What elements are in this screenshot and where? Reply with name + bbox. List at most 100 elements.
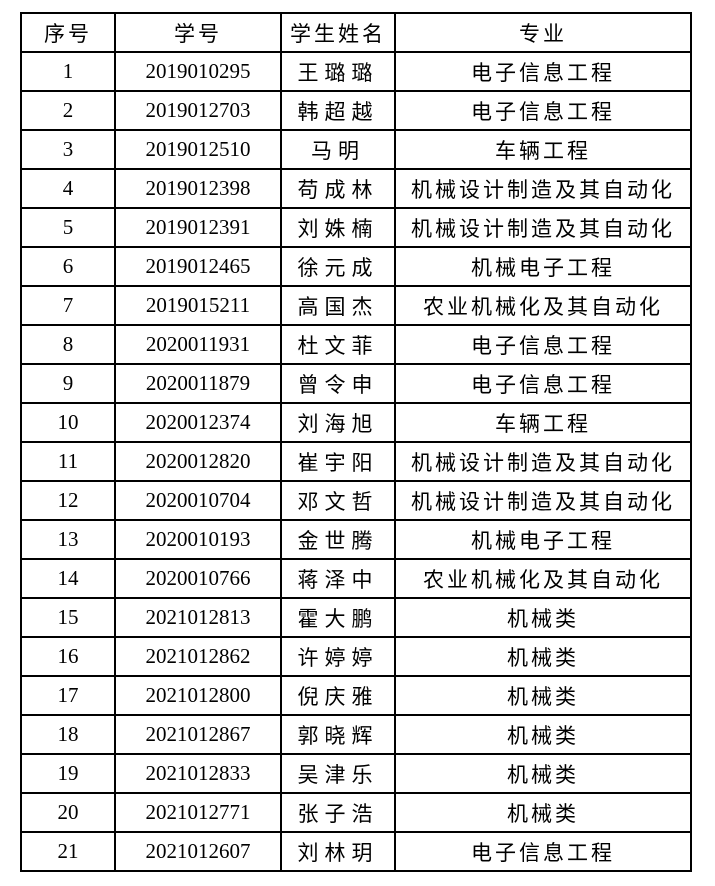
student-id-cell: 2019012703 <box>114 90 282 131</box>
major-cell: 车辆工程 <box>394 129 692 170</box>
student-name-cell: 高国杰 <box>280 285 396 326</box>
student-name-cell: 郭晓辉 <box>280 714 396 755</box>
row-index-cell: 9 <box>20 363 116 404</box>
row-index-cell: 1 <box>20 51 116 92</box>
student-name-cell: 杜文菲 <box>280 324 396 365</box>
table-row: 11 2020012820 崔宇阳 机械设计制造及其自动化 <box>20 441 692 482</box>
major-cell: 机械设计制造及其自动化 <box>394 480 692 521</box>
row-index-cell: 21 <box>20 831 116 872</box>
student-name-cell: 王璐璐 <box>280 51 396 92</box>
student-id-cell: 2019012510 <box>114 129 282 170</box>
student-id-cell: 2019015211 <box>114 285 282 326</box>
student-id-cell: 2020010193 <box>114 519 282 560</box>
row-index-cell: 20 <box>20 792 116 833</box>
student-name-cell: 马明 <box>280 129 396 170</box>
row-index-cell: 8 <box>20 324 116 365</box>
student-name-cell: 金世腾 <box>280 519 396 560</box>
student-roster-table: 序号 学号 学生姓名 专业 1 2019010295 王璐璐 电子信息工程 2 … <box>20 12 692 872</box>
row-index-cell: 3 <box>20 129 116 170</box>
table-row: 20 2021012771 张子浩 机械类 <box>20 792 692 833</box>
row-index-cell: 6 <box>20 246 116 287</box>
table-row: 14 2020010766 蒋泽中 农业机械化及其自动化 <box>20 558 692 599</box>
student-name-cell: 徐元成 <box>280 246 396 287</box>
row-index-cell: 5 <box>20 207 116 248</box>
student-id-cell: 2019010295 <box>114 51 282 92</box>
student-name-cell: 许婷婷 <box>280 636 396 677</box>
student-name-cell: 崔宇阳 <box>280 441 396 482</box>
major-cell: 机械类 <box>394 714 692 755</box>
table-row: 5 2019012391 刘姝楠 机械设计制造及其自动化 <box>20 207 692 248</box>
table-row: 13 2020010193 金世腾 机械电子工程 <box>20 519 692 560</box>
header-cell-student-id: 学号 <box>114 12 282 53</box>
major-cell: 电子信息工程 <box>394 831 692 872</box>
row-index-cell: 18 <box>20 714 116 755</box>
student-id-cell: 2019012398 <box>114 168 282 209</box>
table-row: 21 2021012607 刘林玥 电子信息工程 <box>20 831 692 872</box>
major-cell: 机械类 <box>394 753 692 794</box>
student-id-cell: 2021012607 <box>114 831 282 872</box>
major-cell: 机械设计制造及其自动化 <box>394 168 692 209</box>
student-name-cell: 刘林玥 <box>280 831 396 872</box>
student-name-cell: 刘姝楠 <box>280 207 396 248</box>
student-id-cell: 2020012374 <box>114 402 282 443</box>
row-index-cell: 14 <box>20 558 116 599</box>
student-id-cell: 2020011879 <box>114 363 282 404</box>
major-cell: 机械类 <box>394 597 692 638</box>
student-name-cell: 邓文哲 <box>280 480 396 521</box>
major-cell: 机械电子工程 <box>394 246 692 287</box>
table-row: 16 2021012862 许婷婷 机械类 <box>20 636 692 677</box>
student-name-cell: 倪庆雅 <box>280 675 396 716</box>
header-row: 序号 学号 学生姓名 专业 <box>20 12 692 53</box>
student-name-cell: 曾令申 <box>280 363 396 404</box>
student-id-cell: 2019012465 <box>114 246 282 287</box>
student-name-cell: 苟成林 <box>280 168 396 209</box>
major-cell: 电子信息工程 <box>394 51 692 92</box>
student-id-cell: 2021012833 <box>114 753 282 794</box>
major-cell: 农业机械化及其自动化 <box>394 558 692 599</box>
row-index-cell: 7 <box>20 285 116 326</box>
table-body: 1 2019010295 王璐璐 电子信息工程 2 2019012703 韩超越… <box>20 51 692 872</box>
student-id-cell: 2021012862 <box>114 636 282 677</box>
row-index-cell: 10 <box>20 402 116 443</box>
student-id-cell: 2020012820 <box>114 441 282 482</box>
row-index-cell: 19 <box>20 753 116 794</box>
major-cell: 机械类 <box>394 792 692 833</box>
student-id-cell: 2020010704 <box>114 480 282 521</box>
major-cell: 机械设计制造及其自动化 <box>394 207 692 248</box>
table-row: 7 2019015211 高国杰 农业机械化及其自动化 <box>20 285 692 326</box>
table-row: 15 2021012813 霍大鹏 机械类 <box>20 597 692 638</box>
header-cell-index: 序号 <box>20 12 116 53</box>
student-id-cell: 2021012800 <box>114 675 282 716</box>
student-name-cell: 刘海旭 <box>280 402 396 443</box>
major-cell: 电子信息工程 <box>394 324 692 365</box>
table-row: 17 2021012800 倪庆雅 机械类 <box>20 675 692 716</box>
row-index-cell: 2 <box>20 90 116 131</box>
row-index-cell: 16 <box>20 636 116 677</box>
major-cell: 机械类 <box>394 636 692 677</box>
table-row: 9 2020011879 曾令申 电子信息工程 <box>20 363 692 404</box>
row-index-cell: 17 <box>20 675 116 716</box>
major-cell: 农业机械化及其自动化 <box>394 285 692 326</box>
table-row: 6 2019012465 徐元成 机械电子工程 <box>20 246 692 287</box>
row-index-cell: 13 <box>20 519 116 560</box>
row-index-cell: 15 <box>20 597 116 638</box>
row-index-cell: 4 <box>20 168 116 209</box>
table-row: 1 2019010295 王璐璐 电子信息工程 <box>20 51 692 92</box>
major-cell: 车辆工程 <box>394 402 692 443</box>
table-row: 18 2021012867 郭晓辉 机械类 <box>20 714 692 755</box>
student-name-cell: 吴津乐 <box>280 753 396 794</box>
student-name-cell: 蒋泽中 <box>280 558 396 599</box>
student-id-cell: 2020011931 <box>114 324 282 365</box>
major-cell: 机械类 <box>394 675 692 716</box>
student-name-cell: 韩超越 <box>280 90 396 131</box>
student-id-cell: 2021012813 <box>114 597 282 638</box>
table-row: 19 2021012833 吴津乐 机械类 <box>20 753 692 794</box>
major-cell: 机械电子工程 <box>394 519 692 560</box>
table-row: 3 2019012510 马明 车辆工程 <box>20 129 692 170</box>
table-row: 4 2019012398 苟成林 机械设计制造及其自动化 <box>20 168 692 209</box>
student-id-cell: 2019012391 <box>114 207 282 248</box>
student-id-cell: 2020010766 <box>114 558 282 599</box>
header-cell-major: 专业 <box>394 12 692 53</box>
table-row: 2 2019012703 韩超越 电子信息工程 <box>20 90 692 131</box>
